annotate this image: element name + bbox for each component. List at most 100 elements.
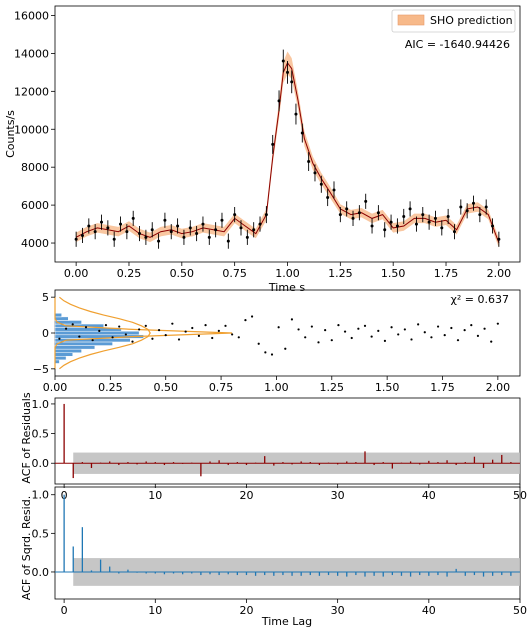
main-y-tick-label: 8000	[21, 161, 49, 174]
acf-squared-y-label: ACF of Sqrd. Resid.	[20, 496, 33, 600]
residual-point	[138, 328, 141, 331]
residual-y-tick-label: 0	[42, 327, 49, 340]
residual-point	[270, 353, 274, 356]
residual-x-tick-label: 2.00	[486, 381, 511, 394]
histogram-bar	[54, 341, 113, 346]
acf-sq-x-tick-label: 20	[239, 604, 253, 617]
observation-point	[169, 230, 173, 234]
residual-point	[463, 329, 466, 332]
residual-point	[277, 326, 280, 329]
observation-point	[484, 205, 488, 209]
residual-point	[184, 330, 187, 333]
observation-point	[440, 226, 444, 230]
residual-point	[98, 329, 101, 332]
observation-point	[294, 112, 298, 116]
residual-y-tick-label: 5	[42, 291, 49, 304]
observation-point	[364, 199, 368, 203]
residual-point	[231, 333, 234, 336]
observation-point	[497, 237, 501, 241]
main-x-tick-label: 1.00	[275, 267, 300, 280]
aic-annotation: AIC = -1640.94426	[405, 38, 510, 51]
residual-point	[284, 347, 287, 350]
acf-residuals-y-label: ACF of Residuals	[20, 392, 33, 483]
residual-point	[403, 328, 406, 331]
acf-residuals-bars	[55, 403, 520, 479]
residual-point	[91, 339, 94, 342]
residual-point	[177, 338, 181, 341]
main-x-ticks: 0.00 0.25 0.50 0.75 1.00 1.25 1.50 1.75 2.00	[64, 262, 511, 280]
observation-point	[93, 230, 97, 234]
observation-point	[421, 213, 425, 217]
observation-point	[182, 235, 186, 239]
observations-group	[74, 49, 501, 249]
residual-point	[144, 324, 147, 327]
residual-point	[304, 336, 307, 339]
observation-point	[245, 235, 249, 239]
observation-point	[277, 99, 281, 103]
observation-point	[214, 228, 218, 232]
acf-sq-y-tick-label: 0.5	[32, 527, 50, 540]
residual-x-tick-label: 1.50	[375, 381, 400, 394]
acf-resid-y-tick-label: 0.5	[32, 428, 50, 441]
residual-point	[423, 331, 426, 334]
broad-gaussian-curve	[59, 296, 151, 370]
residual-point	[131, 340, 134, 343]
acf-sq-x-tick-label: 30	[331, 604, 345, 617]
chi2-annotation: χ² = 0.637	[451, 293, 509, 306]
residual-point	[390, 326, 393, 329]
observation-point	[427, 220, 431, 224]
main-x-tick-label: 1.75	[434, 267, 459, 280]
residual-point	[151, 337, 154, 340]
observation-point	[207, 235, 211, 239]
residual-point	[443, 334, 446, 337]
observation-point	[332, 188, 336, 192]
observation-point	[112, 237, 116, 241]
observation-point	[176, 224, 180, 228]
acf-sq-x-tick-label: 40	[422, 604, 436, 617]
observation-point	[239, 226, 243, 230]
main-x-tick-label: 1.25	[328, 267, 353, 280]
observation-point	[402, 214, 406, 218]
residual-point	[250, 315, 254, 318]
observation-point	[408, 207, 412, 211]
main-x-tick-label: 0.50	[170, 267, 195, 280]
observation-point	[478, 213, 482, 217]
observation-point	[106, 226, 110, 230]
residual-point	[84, 326, 88, 329]
residual-point	[224, 324, 227, 327]
main-y-tick-label: 6000	[21, 199, 49, 212]
main-y-tick-label: 16000	[14, 9, 49, 22]
observation-point	[351, 216, 355, 220]
acf-residuals-y-ticks: 1.0 0.5 0.0	[32, 398, 55, 470]
residual-point	[124, 333, 127, 336]
residual-point	[377, 329, 380, 332]
acf-resid-x-tick-label: 10	[148, 489, 162, 502]
acf-squared-x-label: Time Lag	[261, 615, 312, 628]
histogram-bar	[54, 348, 82, 353]
legend-label: SHO prediction	[430, 14, 513, 27]
acf-sq-x-tick-label: 10	[148, 604, 162, 617]
acf-sq-x-tick-label: 0	[61, 604, 68, 617]
residual-gaussian-curves	[54, 296, 233, 370]
residual-point	[337, 324, 340, 327]
residual-point	[450, 326, 453, 330]
residual-point	[483, 327, 486, 330]
residual-point	[257, 342, 260, 345]
observation-point	[131, 216, 135, 220]
residual-point	[197, 334, 201, 337]
histogram-bar	[54, 316, 69, 321]
observation-point	[195, 232, 199, 236]
main-x-tick-label: 2.00	[487, 267, 512, 280]
residual-point	[370, 335, 373, 338]
model-uncertainty-band	[76, 51, 499, 248]
residual-x-tick-label: 0.00	[43, 381, 68, 394]
observation-point	[395, 224, 399, 228]
observation-point	[87, 224, 91, 228]
histogram-bar	[54, 359, 60, 364]
observation-point	[264, 213, 268, 217]
residual-point	[171, 322, 174, 325]
histogram-bar	[54, 345, 96, 350]
main-x-tick-label: 1.50	[381, 267, 406, 280]
